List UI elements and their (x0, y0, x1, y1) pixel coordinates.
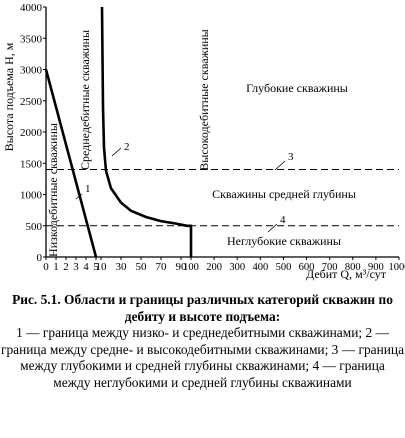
region-medium-yield: Среднедебитные скважины (78, 30, 92, 170)
x-axis-label: Дебит Q, м³/сут (306, 267, 387, 281)
x-tick-label: 100 (183, 262, 199, 273)
region-shallow: Неглубокие скважины (227, 234, 341, 248)
x-tick-label: 200 (206, 262, 222, 273)
series-leader-1 (75, 193, 83, 200)
x-tick-label: 900 (368, 262, 384, 273)
x-tick-label: 700 (322, 262, 338, 273)
series-line-1 (44, 69, 98, 258)
x-tick-label: 90 (176, 261, 188, 273)
y-tick-label: 0 (37, 252, 43, 264)
y-axis-label: Высота подъема H, м (2, 42, 16, 151)
series-leader-3 (274, 160, 286, 171)
x-tick-label: 10 (96, 261, 108, 273)
series-label-3: 3 (288, 151, 294, 163)
x-tick-label: 3 (73, 261, 79, 273)
region-deep: Глубокие скважины (246, 81, 348, 95)
y-tick-label: 3500 (20, 33, 43, 45)
caption-title: Рис. 5.1. Области и границы различных ка… (12, 292, 393, 324)
x-tick-label: 50 (136, 261, 148, 273)
x-tick-label: 0 (43, 261, 49, 273)
y-tick-label: 2500 (20, 96, 43, 108)
x-tick-label: 1000 (389, 262, 405, 273)
region-high-yield: Высокодебитные скважины (197, 29, 211, 170)
region-low-yield: Низкодебитные скважины (46, 123, 60, 257)
y-tick-label: 1000 (20, 190, 43, 202)
x-tick-label: 2 (63, 261, 69, 273)
x-tick-label: 4 (83, 261, 89, 273)
x-tick-label: 30 (116, 261, 128, 273)
x-tick-label: 1 (53, 261, 59, 273)
series-leader-4 (267, 223, 278, 233)
series-lines (44, 6, 399, 258)
axes (45, 7, 399, 258)
series-labels: 1 2 3 4 (75, 141, 294, 233)
y-tick-label: 1500 (20, 158, 43, 170)
series-label-2: 2 (124, 141, 130, 153)
series-label-1: 1 (85, 183, 91, 195)
figure-caption: Рис. 5.1. Области и границы различных ка… (0, 292, 405, 391)
region-medium-depth: Скважины средней глубины (212, 187, 356, 201)
x-tick-label: 300 (229, 262, 245, 273)
series-line-2 (100, 6, 193, 257)
x-tick-label: 400 (252, 262, 268, 273)
y-axis-ticks: 0 500 1000 1500 2000 2500 3000 3500 4000 (20, 2, 46, 264)
caption-legend: 1 — граница между низко- и среднедебитны… (0, 325, 405, 390)
x-tick-label: 600 (299, 262, 315, 273)
series-label-4: 4 (280, 214, 286, 226)
y-tick-label: 4000 (20, 2, 43, 14)
y-tick-label: 2000 (20, 127, 43, 139)
y-tick-label: 500 (26, 221, 43, 233)
series-leader-2 (111, 147, 122, 157)
y-tick-label: 3000 (20, 65, 43, 77)
x-tick-label: 500 (276, 262, 292, 273)
x-tick-label: 70 (156, 261, 168, 273)
x-tick-label: 5 (93, 261, 99, 273)
x-tick-label: 800 (345, 262, 361, 273)
